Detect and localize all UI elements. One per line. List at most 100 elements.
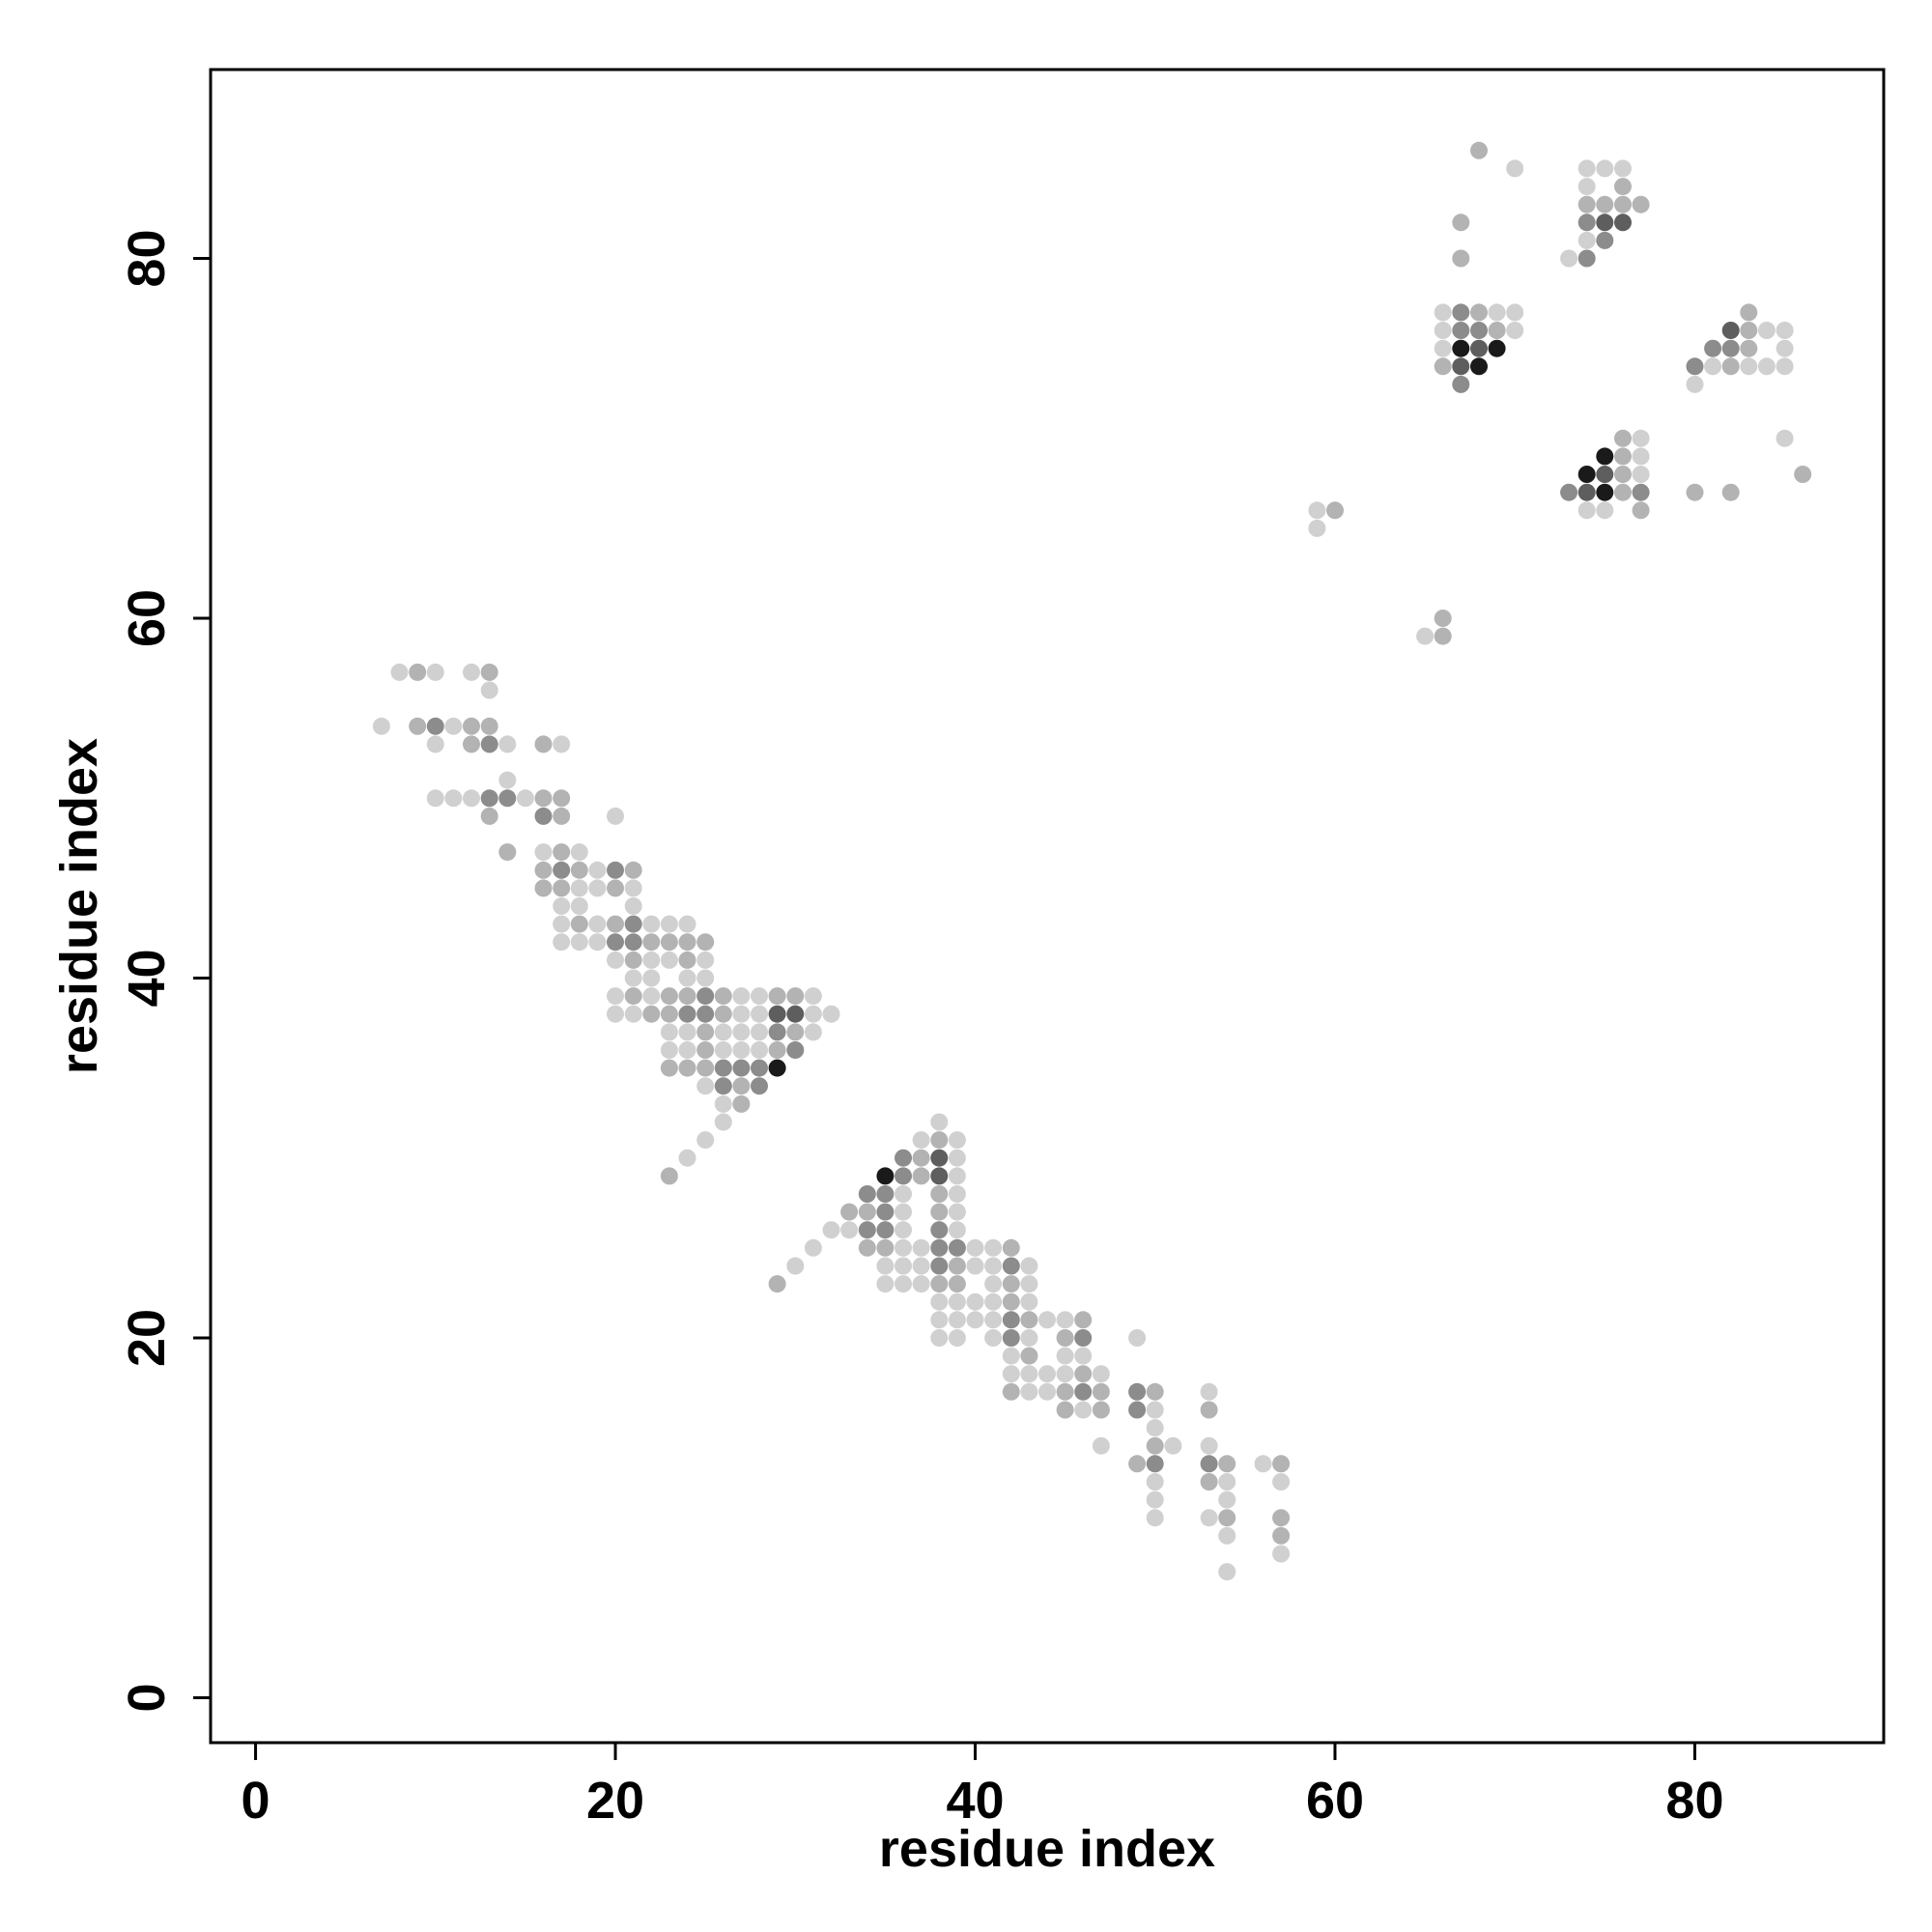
contact-point (1146, 1473, 1164, 1491)
contact-point (1614, 429, 1632, 447)
contact-point (1416, 627, 1435, 645)
contact-point (498, 843, 517, 862)
contact-point (588, 879, 607, 897)
contact-point (1740, 357, 1758, 376)
contact-point (607, 807, 624, 825)
contact-point (1740, 339, 1758, 357)
contact-point (1434, 610, 1452, 627)
contact-point (624, 987, 642, 1006)
contact-point (930, 1203, 949, 1221)
contact-point (1200, 1436, 1218, 1455)
contact-point (1056, 1329, 1074, 1347)
contact-point (1488, 303, 1506, 322)
contact-point (1200, 1509, 1218, 1527)
contact-point (570, 843, 588, 862)
contact-point (480, 807, 498, 825)
contact-point (930, 1131, 949, 1150)
x-axis: 0 20 40 60 80 (242, 1741, 1723, 1830)
contact-point (912, 1167, 930, 1185)
contact-point (1146, 1509, 1164, 1527)
contact-point (624, 861, 642, 879)
contact-point (930, 1238, 949, 1257)
contact-point (912, 1257, 930, 1275)
contact-point (1452, 322, 1470, 339)
contact-point (588, 933, 607, 952)
contact-point (1614, 466, 1632, 483)
contact-point (1577, 213, 1596, 232)
contact-point (768, 1005, 786, 1023)
contact-point (786, 1023, 805, 1041)
contact-point (1218, 1526, 1236, 1545)
contact-point (876, 1275, 895, 1293)
contact-point (1020, 1275, 1038, 1293)
contact-point (1506, 322, 1524, 339)
contact-point (553, 735, 571, 753)
contact-point (696, 1023, 715, 1041)
contact-point (1506, 303, 1524, 322)
contact-point (840, 1221, 859, 1239)
contact-point (642, 1005, 661, 1023)
x-tick-label: 40 (946, 1772, 1004, 1830)
contact-point (930, 1329, 949, 1347)
contact-point (444, 717, 463, 735)
contact-point (1038, 1365, 1056, 1383)
contact-point (1686, 483, 1704, 501)
contact-point (858, 1221, 876, 1239)
contact-point (1614, 178, 1632, 196)
contact-point (966, 1311, 984, 1329)
contact-point (858, 1238, 876, 1257)
contact-point (678, 1059, 696, 1077)
contact-point (751, 1077, 768, 1095)
contact-point (732, 987, 751, 1006)
contact-point (1074, 1311, 1093, 1329)
contact-point (858, 1185, 876, 1203)
contact-point (751, 1005, 768, 1023)
contact-point (948, 1149, 966, 1167)
contact-point (1614, 159, 1632, 178)
contact-point (895, 1238, 912, 1257)
contact-point (876, 1221, 895, 1239)
contact-point (570, 915, 588, 933)
contact-point (1776, 339, 1794, 357)
y-tick-label: 20 (118, 1309, 176, 1367)
contact-point (1272, 1455, 1291, 1473)
contact-point (1614, 447, 1632, 466)
contact-point (948, 1275, 966, 1293)
contact-point (480, 681, 498, 699)
contact-point (1577, 195, 1596, 213)
contact-point (1596, 483, 1614, 501)
contact-point (1002, 1365, 1020, 1383)
y-axis: 0 20 40 60 80 (118, 230, 213, 1712)
contact-point (1002, 1347, 1020, 1365)
contact-point (1577, 483, 1596, 501)
contact-point (534, 861, 553, 879)
contact-point (1128, 1401, 1147, 1419)
contact-point (1200, 1401, 1218, 1419)
contact-point (1577, 178, 1596, 196)
contact-point (696, 969, 715, 987)
contact-point (1092, 1401, 1110, 1419)
contact-point (678, 933, 696, 952)
contact-point (1470, 303, 1488, 322)
contact-point (1560, 249, 1578, 268)
contact-point (1272, 1473, 1291, 1491)
contact-point (930, 1257, 949, 1275)
contact-point (642, 915, 661, 933)
contact-point (912, 1238, 930, 1257)
contact-point (895, 1203, 912, 1221)
contact-point (930, 1149, 949, 1167)
contact-point (876, 1257, 895, 1275)
contact-point (1596, 447, 1614, 466)
contact-point (660, 987, 678, 1006)
contact-point (768, 1041, 786, 1059)
contact-point (1470, 141, 1488, 159)
contact-point (426, 735, 444, 753)
contact-point (1020, 1329, 1038, 1347)
contact-point (1794, 466, 1812, 483)
contact-point (822, 1221, 840, 1239)
contact-point (1632, 429, 1650, 447)
contact-point (1038, 1311, 1056, 1329)
contact-point (1218, 1509, 1236, 1527)
contact-point (534, 789, 553, 808)
plot-frame (209, 68, 1886, 1745)
